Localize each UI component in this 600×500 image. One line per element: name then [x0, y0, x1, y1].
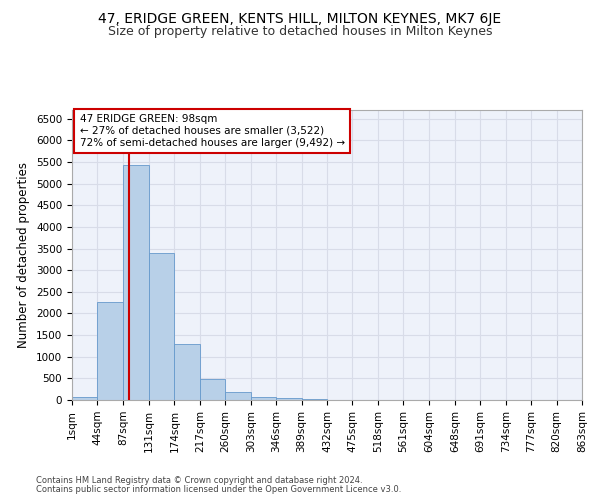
Bar — [225, 392, 251, 400]
Text: Contains public sector information licensed under the Open Government Licence v3: Contains public sector information licen… — [36, 485, 401, 494]
Text: Contains HM Land Registry data © Crown copyright and database right 2024.: Contains HM Land Registry data © Crown c… — [36, 476, 362, 485]
Text: 47, ERIDGE GREEN, KENTS HILL, MILTON KEYNES, MK7 6JE: 47, ERIDGE GREEN, KENTS HILL, MILTON KEY… — [98, 12, 502, 26]
Bar — [276, 398, 302, 400]
Bar — [97, 302, 123, 400]
Bar — [149, 254, 175, 400]
Bar — [123, 165, 149, 400]
Bar — [72, 397, 97, 400]
Text: Size of property relative to detached houses in Milton Keynes: Size of property relative to detached ho… — [108, 25, 492, 38]
Y-axis label: Number of detached properties: Number of detached properties — [17, 162, 31, 348]
Bar — [251, 397, 276, 400]
Text: 47 ERIDGE GREEN: 98sqm
← 27% of detached houses are smaller (3,522)
72% of semi-: 47 ERIDGE GREEN: 98sqm ← 27% of detached… — [80, 114, 345, 148]
Bar — [200, 380, 225, 400]
Bar — [302, 399, 327, 400]
Bar — [175, 344, 200, 400]
